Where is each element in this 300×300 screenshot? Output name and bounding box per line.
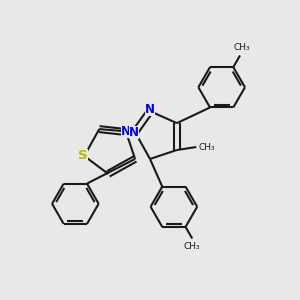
Text: N: N: [129, 126, 139, 139]
Text: N: N: [121, 125, 131, 138]
Text: S: S: [78, 149, 88, 163]
Text: CH₃: CH₃: [199, 142, 215, 152]
Text: N: N: [145, 103, 155, 116]
Text: CH₃: CH₃: [184, 242, 201, 250]
Text: CH₃: CH₃: [233, 44, 250, 52]
